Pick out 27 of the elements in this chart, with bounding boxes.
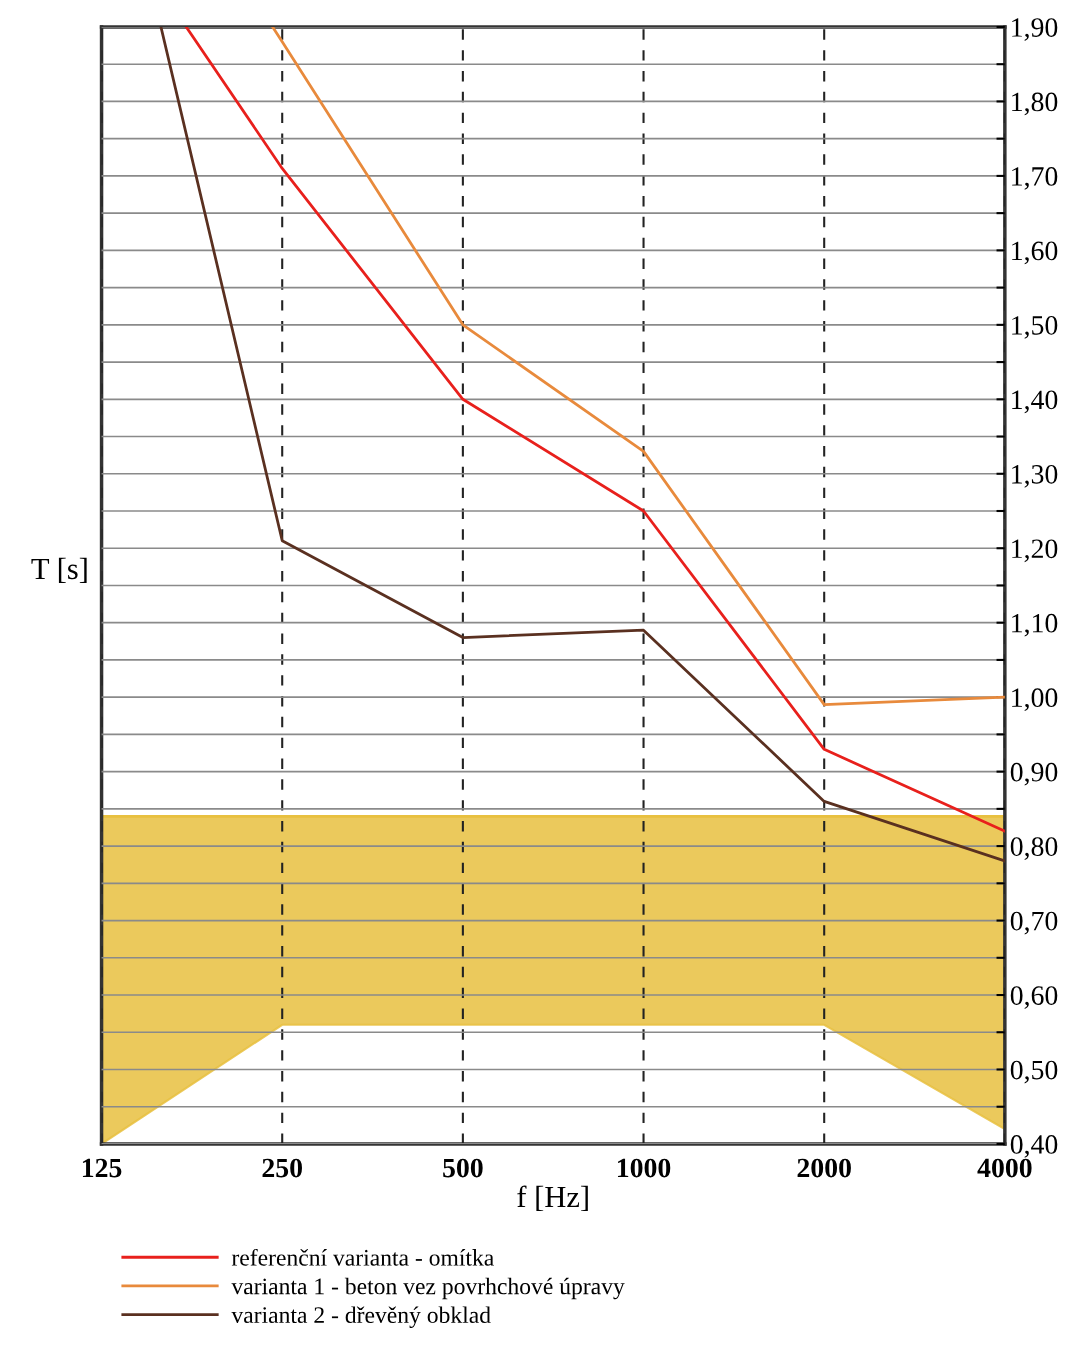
x-tick-label: 500: [443, 1158, 483, 1178]
x-axis-title: f [Hz]: [517, 1185, 588, 1212]
x-tick-label: 1000: [617, 1158, 671, 1178]
y-tick-label: 0,80: [1010, 837, 1058, 860]
y-axis-title: T [s]: [31, 557, 87, 584]
y-tick-label: 1,90: [1012, 18, 1058, 41]
y-tick-label: 1,50: [1012, 316, 1058, 339]
y-tick-label: 1,00: [1012, 688, 1058, 712]
y-tick-label: 0,40: [1010, 1135, 1058, 1158]
y-tick-label: 1,60: [1012, 241, 1058, 265]
legend-label: varianta 1 - beton vez povrhchové úpravy: [231, 1277, 625, 1300]
y-tick-label: 0,70: [1010, 911, 1058, 935]
legend-label: referenční varianta - omítka: [231, 1248, 494, 1266]
x-tick-label: 125: [82, 1158, 122, 1178]
x-tick-label: 4000: [977, 1158, 1032, 1178]
y-tick-label: 0,90: [1010, 762, 1058, 786]
legend-label: varianta 2 - dřevěný obklad: [231, 1306, 491, 1328]
y-tick-label: 1,30: [1012, 464, 1058, 488]
y-tick-label: 1,80: [1012, 92, 1058, 116]
y-tick-label: 1,20: [1012, 539, 1058, 563]
y-tick-label: 1,70: [1012, 167, 1058, 190]
y-tick-label: 1,10: [1012, 613, 1058, 637]
x-tick-label: 250: [262, 1158, 302, 1178]
y-tick-label: 1,40: [1012, 390, 1058, 414]
y-tick-label: 0,60: [1010, 986, 1058, 1009]
x-tick-label: 2000: [797, 1158, 851, 1178]
y-tick-label: 0,50: [1010, 1060, 1058, 1084]
